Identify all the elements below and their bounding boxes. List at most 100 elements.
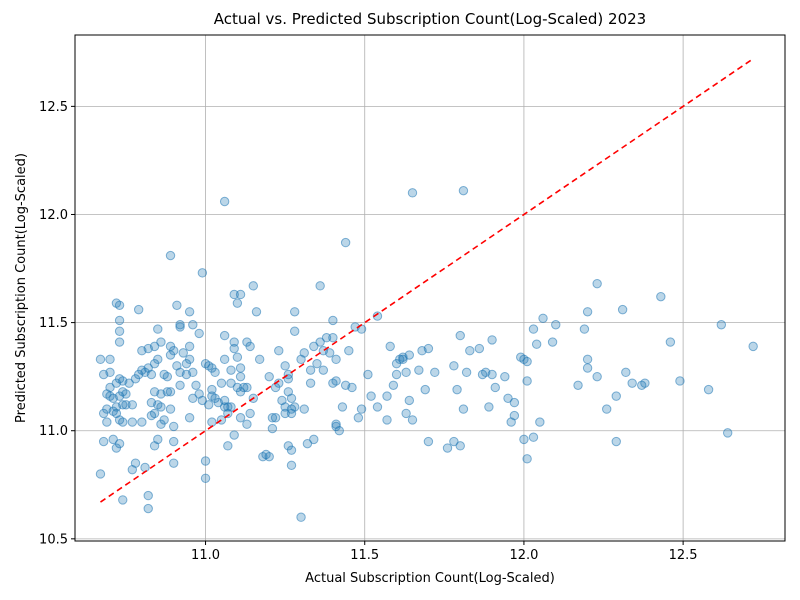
data-point [153, 324, 163, 334]
data-point [487, 369, 497, 380]
data-point [184, 307, 195, 317]
data-point [118, 495, 128, 505]
data-point [325, 348, 335, 358]
data-points [95, 185, 758, 522]
data-point [382, 415, 392, 425]
data-point [242, 419, 252, 429]
data-point [223, 402, 233, 412]
data-point [280, 408, 290, 419]
data-point [108, 434, 118, 445]
data-point [165, 250, 176, 261]
data-point [407, 188, 418, 198]
data-point [118, 400, 128, 410]
data-point [194, 328, 204, 339]
data-point [162, 371, 173, 382]
data-point [592, 278, 602, 289]
data-point [748, 341, 758, 352]
data-point [210, 367, 220, 378]
data-point [528, 432, 539, 442]
data-point [423, 436, 434, 447]
data-point [175, 322, 185, 332]
data-point [347, 382, 357, 393]
data-point [207, 384, 217, 395]
data-point [267, 423, 278, 434]
data-point [487, 335, 497, 345]
x-tick-label: 12.5 [669, 548, 698, 563]
data-point [267, 413, 278, 423]
data-point [286, 445, 297, 455]
data-point [414, 365, 424, 375]
data-point [401, 408, 411, 419]
data-point [592, 371, 602, 382]
data-point [184, 341, 195, 352]
y-axis-label: Predicted Subscription Count(Log-Scaled) [14, 153, 29, 423]
x-tick-label: 12.0 [509, 548, 538, 563]
plot-frame [74, 34, 786, 542]
data-point [140, 462, 150, 473]
data-point [305, 378, 316, 388]
data-point [172, 300, 182, 310]
data-point [143, 503, 153, 514]
y-tick-label: 10.5 [39, 532, 68, 547]
data-point [245, 408, 255, 419]
data-point [286, 393, 297, 403]
data-point [302, 438, 313, 449]
data-point [207, 417, 217, 427]
data-point [200, 473, 211, 483]
data-point [522, 454, 532, 464]
data-point [165, 404, 176, 414]
data-point [334, 426, 344, 436]
data-point [229, 289, 239, 300]
data-point [146, 369, 157, 380]
data-point [522, 376, 532, 386]
data-point [309, 341, 319, 352]
data-point [124, 378, 134, 388]
plot-background [75, 35, 785, 541]
data-point [168, 436, 179, 447]
data-point [248, 281, 258, 291]
y-tick-label: 11.0 [39, 424, 68, 439]
data-point [280, 361, 290, 371]
data-point [168, 346, 179, 356]
data-point [156, 337, 166, 347]
data-point [490, 382, 500, 393]
data-point [226, 365, 236, 375]
data-point [531, 339, 542, 349]
data-point [452, 384, 462, 395]
data-point [407, 415, 418, 425]
data-point [219, 330, 230, 341]
data-point [315, 337, 325, 347]
data-point [178, 348, 188, 358]
y-axis-ticks: 10.5 11.0 11.5 12.0 12.5 [39, 100, 75, 547]
data-point [289, 402, 300, 412]
data-point [156, 402, 166, 412]
data-point [656, 291, 666, 302]
data-point [551, 320, 561, 330]
data-point [235, 289, 246, 300]
data-point [617, 304, 628, 315]
data-point [168, 458, 179, 468]
data-point [461, 367, 472, 378]
data-point [344, 346, 354, 356]
data-point [286, 460, 297, 471]
y-tick-label: 11.5 [39, 316, 68, 331]
data-point [500, 371, 510, 382]
data-point [143, 490, 153, 501]
data-point [200, 456, 211, 466]
data-point [321, 333, 332, 343]
data-point [95, 354, 106, 365]
data-point [149, 341, 160, 352]
data-point [127, 417, 138, 427]
data-point [274, 346, 284, 356]
data-point [239, 382, 249, 393]
data-point [219, 354, 230, 365]
data-point [289, 326, 300, 336]
data-point [204, 400, 214, 410]
data-point [528, 324, 539, 334]
data-point [385, 341, 395, 352]
data-point [716, 320, 727, 330]
data-point [216, 378, 227, 388]
data-point [235, 413, 246, 423]
data-point [442, 443, 453, 453]
x-axis-ticks: 11.0 11.5 12.0 12.5 [191, 541, 698, 563]
